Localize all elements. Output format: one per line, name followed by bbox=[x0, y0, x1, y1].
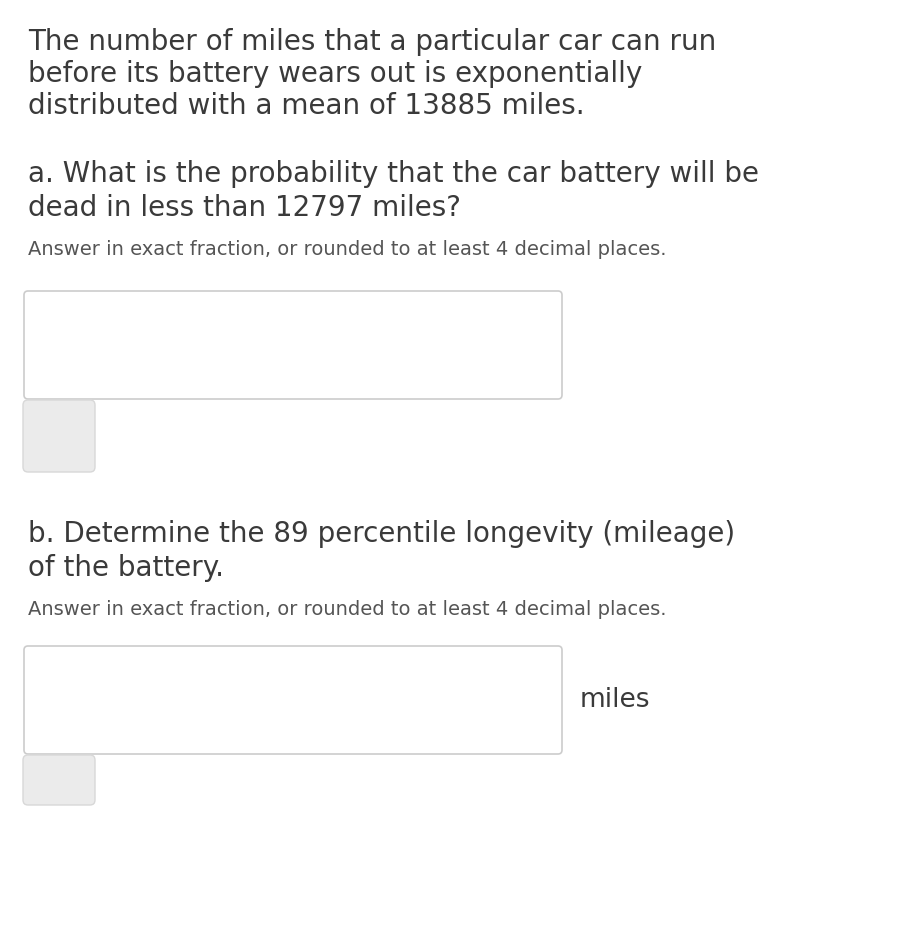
Text: dead in less than 12797 miles?: dead in less than 12797 miles? bbox=[28, 194, 461, 222]
Text: b. Determine the 89 percentile longevity (mileage): b. Determine the 89 percentile longevity… bbox=[28, 520, 735, 548]
FancyBboxPatch shape bbox=[23, 755, 95, 805]
Text: distributed with a mean of 13885 miles.: distributed with a mean of 13885 miles. bbox=[28, 92, 585, 120]
FancyBboxPatch shape bbox=[24, 291, 562, 399]
Text: Answer in exact fraction, or rounded to at least 4 decimal places.: Answer in exact fraction, or rounded to … bbox=[28, 600, 666, 619]
Text: a. What is the probability that the car battery will be: a. What is the probability that the car … bbox=[28, 160, 759, 188]
FancyBboxPatch shape bbox=[23, 400, 95, 472]
Text: The number of miles that a particular car can run: The number of miles that a particular ca… bbox=[28, 28, 717, 56]
Text: miles: miles bbox=[580, 687, 650, 713]
Text: of the battery.: of the battery. bbox=[28, 554, 224, 582]
FancyBboxPatch shape bbox=[24, 646, 562, 754]
Text: before its battery wears out is exponentially: before its battery wears out is exponent… bbox=[28, 60, 642, 88]
Text: Answer in exact fraction, or rounded to at least 4 decimal places.: Answer in exact fraction, or rounded to … bbox=[28, 240, 666, 259]
